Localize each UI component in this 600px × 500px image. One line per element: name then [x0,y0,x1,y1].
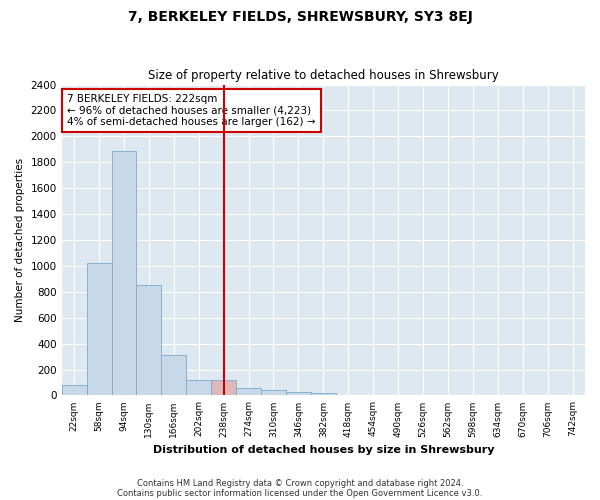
X-axis label: Distribution of detached houses by size in Shrewsbury: Distribution of detached houses by size … [152,445,494,455]
Bar [236,388,261,396]
Bar [261,390,286,396]
Bar [186,380,211,396]
Bar [311,393,336,396]
Text: Contains public sector information licensed under the Open Government Licence v3: Contains public sector information licen… [118,488,482,498]
Bar [136,286,161,396]
Bar [86,264,112,396]
Text: 7, BERKELEY FIELDS, SHREWSBURY, SY3 8EJ: 7, BERKELEY FIELDS, SHREWSBURY, SY3 8EJ [128,10,472,24]
Y-axis label: Number of detached properties: Number of detached properties [15,158,25,322]
Bar [211,380,236,396]
Text: 7 BERKELEY FIELDS: 222sqm
← 96% of detached houses are smaller (4,223)
4% of sem: 7 BERKELEY FIELDS: 222sqm ← 96% of detac… [67,94,316,127]
Title: Size of property relative to detached houses in Shrewsbury: Size of property relative to detached ho… [148,69,499,82]
Bar [112,150,136,396]
Bar [62,385,86,396]
Text: Contains HM Land Registry data © Crown copyright and database right 2024.: Contains HM Land Registry data © Crown c… [137,478,463,488]
Bar [286,392,311,396]
Bar [161,356,186,396]
